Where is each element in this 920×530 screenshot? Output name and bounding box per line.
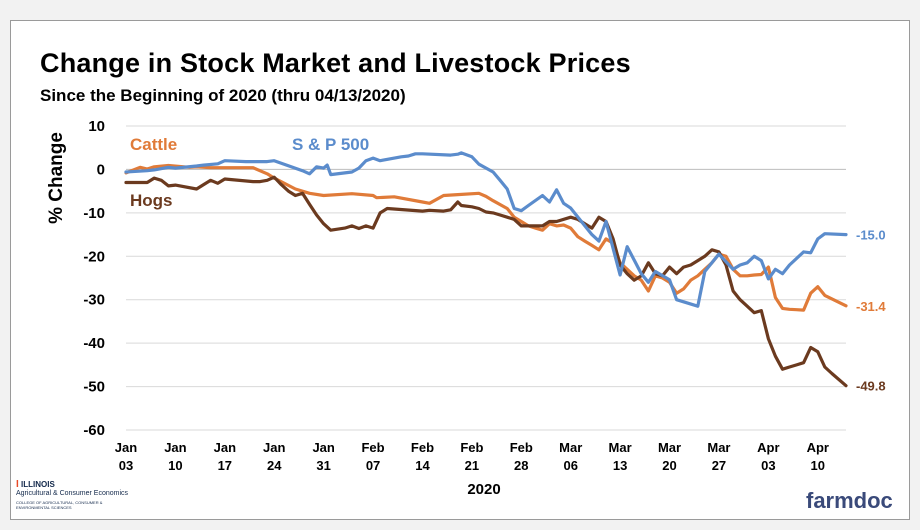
x-axis-ticks: Jan 03 Jan 10 Jan 17 Jan 24 Jan 31 Feb 07 Feb 14 Feb 21…: [115, 440, 829, 473]
y-tick-label: -40: [83, 335, 105, 352]
illinois-block-i-icon: I: [16, 479, 19, 490]
x-tick-label-month: Feb: [510, 440, 533, 455]
x-tick-label-day: 13: [613, 458, 627, 473]
series-lines: [124, 151, 848, 388]
x-tick-label-month: Apr: [757, 440, 779, 455]
y-tick-label: -30: [83, 292, 105, 309]
x-tick-label-day: 10: [168, 458, 182, 473]
x-tick-label-day: 28: [514, 458, 528, 473]
series-label-sp500: S & P 500: [292, 135, 369, 154]
series-label-hogs: Hogs: [130, 191, 173, 210]
x-tick-label-month: Jan: [164, 440, 186, 455]
end-value-label: -31.4: [856, 299, 886, 314]
illinois-logo: I ILLINOIS: [16, 479, 55, 490]
y-axis-ticks: 10 0 -10 -20 -30 -40 -50 -60: [83, 118, 105, 439]
y-axis-label: % Change: [46, 132, 67, 224]
x-tick-label-day: 17: [218, 458, 232, 473]
x-tick-label-day: 31: [316, 458, 330, 473]
y-tick-label: -50: [83, 379, 105, 396]
x-tick-label-month: Jan: [312, 440, 334, 455]
x-tick-label-day: 27: [712, 458, 726, 473]
farmdoc-logo: farmdoc: [806, 488, 893, 513]
x-tick-label-day: 24: [267, 458, 282, 473]
y-tick-label: -20: [83, 248, 105, 265]
series-line-hogs: [124, 175, 848, 388]
ace-department-name: Agricultural & Consumer Economics: [16, 490, 129, 497]
gridlines: [126, 125, 846, 431]
chart-card: [10, 20, 910, 520]
series-line-cattle: [124, 163, 848, 312]
chart-title: Change in Stock Market and Livestock Pri…: [40, 48, 631, 78]
x-tick-label-month: Feb: [460, 440, 483, 455]
end-value-label: -49.8: [856, 379, 886, 394]
x-tick-label-month: Mar: [658, 440, 681, 455]
x-tick-label-month: Apr: [807, 440, 829, 455]
x-tick-label-month: Jan: [115, 440, 137, 455]
y-tick-label: 10: [88, 118, 105, 135]
x-axis-label: 2020: [467, 481, 500, 498]
x-tick-label-month: Feb: [361, 440, 384, 455]
college-name: COLLEGE OF AGRICULTURAL, CONSUMER & ENVI…: [16, 500, 103, 510]
series-line-s-p-500: [124, 151, 848, 308]
y-tick-label: -60: [83, 422, 105, 439]
x-tick-label-day: 03: [119, 458, 133, 473]
x-tick-label-day: 14: [415, 458, 430, 473]
x-tick-label-month: Jan: [214, 440, 236, 455]
x-tick-label-day: 07: [366, 458, 380, 473]
x-tick-label-month: Mar: [559, 440, 582, 455]
y-tick-label: -10: [83, 205, 105, 222]
y-tick-label: 0: [97, 161, 105, 178]
end-value-label: -15.0: [856, 228, 886, 243]
x-tick-label-day: 03: [761, 458, 775, 473]
x-tick-label-month: Mar: [609, 440, 632, 455]
x-tick-label-day: 10: [811, 458, 825, 473]
x-tick-label-day: 21: [465, 458, 479, 473]
x-tick-label-month: Mar: [707, 440, 730, 455]
x-tick-label-day: 20: [662, 458, 676, 473]
x-tick-label-month: Feb: [411, 440, 434, 455]
series-end-labels: -31.4 -49.8 -15.0: [856, 228, 886, 394]
chart-subtitle: Since the Beginning of 2020 (thru 04/13/…: [40, 86, 406, 105]
x-tick-label-day: 06: [563, 458, 577, 473]
illinois-wordmark: ILLINOIS: [21, 480, 55, 489]
series-label-cattle: Cattle: [130, 135, 177, 154]
x-tick-label-month: Jan: [263, 440, 285, 455]
